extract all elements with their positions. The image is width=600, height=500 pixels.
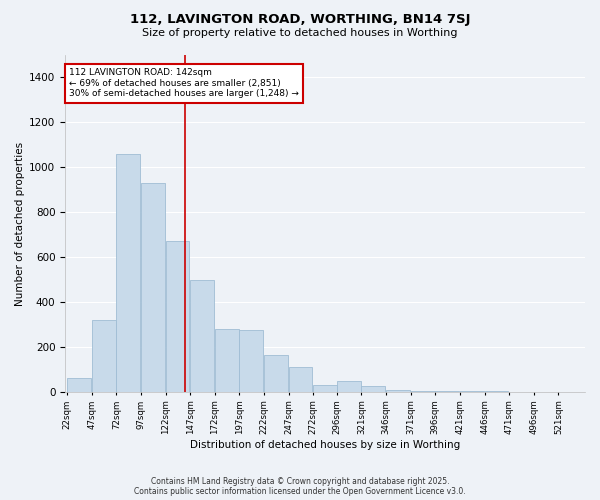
Bar — [92, 320, 116, 392]
Bar — [141, 183, 165, 392]
Bar — [361, 386, 385, 392]
X-axis label: Distribution of detached houses by size in Worthing: Distribution of detached houses by size … — [190, 440, 460, 450]
Bar — [436, 391, 459, 392]
Bar — [239, 330, 263, 392]
Bar — [116, 154, 140, 392]
Text: Size of property relative to detached houses in Worthing: Size of property relative to detached ho… — [142, 28, 458, 38]
Bar — [190, 280, 214, 392]
Text: 112 LAVINGTON ROAD: 142sqm
← 69% of detached houses are smaller (2,851)
30% of s: 112 LAVINGTON ROAD: 142sqm ← 69% of deta… — [69, 68, 299, 98]
Bar — [67, 378, 91, 392]
Bar — [485, 391, 508, 392]
Bar — [264, 355, 288, 392]
Bar — [411, 391, 434, 392]
Bar — [337, 380, 361, 392]
Text: 112, LAVINGTON ROAD, WORTHING, BN14 7SJ: 112, LAVINGTON ROAD, WORTHING, BN14 7SJ — [130, 12, 470, 26]
Bar — [313, 385, 337, 392]
Bar — [289, 367, 313, 392]
Bar — [215, 329, 239, 392]
Bar — [166, 242, 190, 392]
Text: Contains HM Land Registry data © Crown copyright and database right 2025.
Contai: Contains HM Land Registry data © Crown c… — [134, 476, 466, 496]
Y-axis label: Number of detached properties: Number of detached properties — [15, 142, 25, 306]
Bar — [386, 390, 410, 392]
